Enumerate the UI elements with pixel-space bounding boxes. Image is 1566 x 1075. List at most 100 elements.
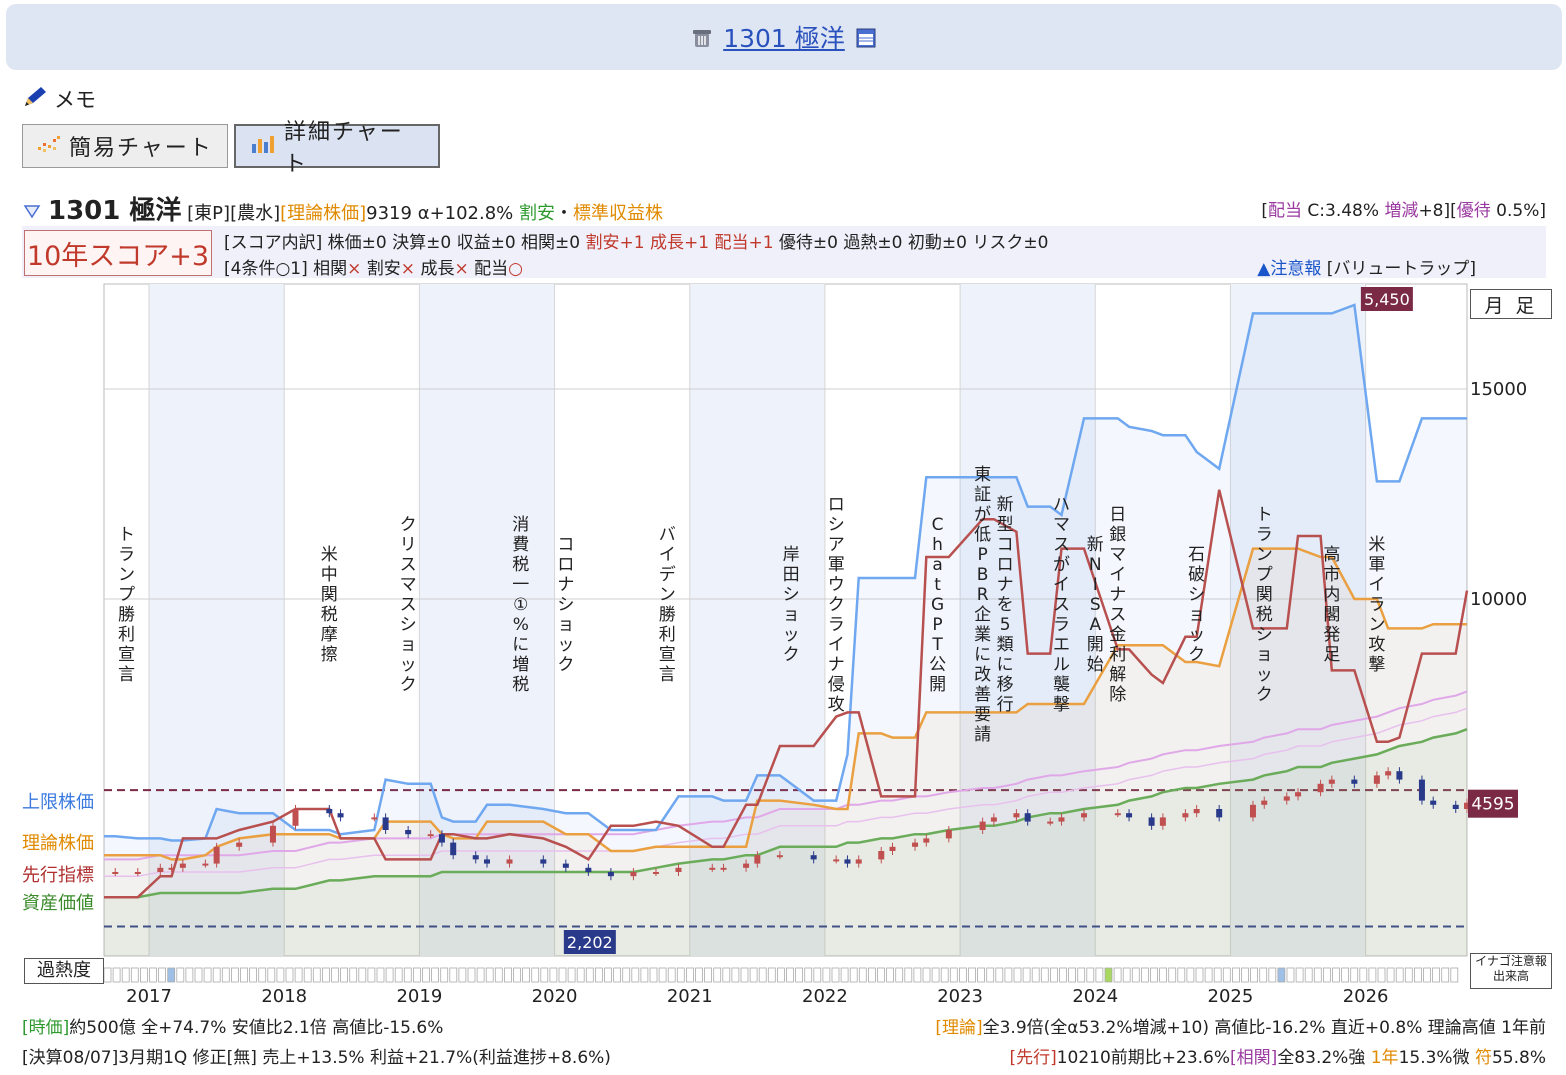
event-char: ス — [1109, 605, 1126, 625]
event-char: ナ — [557, 575, 574, 595]
series-lines — [104, 303, 1469, 899]
dividend-value: C:3.48% — [1302, 201, 1385, 221]
event-char: 田 — [783, 565, 800, 585]
overheat-cell — [431, 967, 440, 983]
event-char: 関 — [321, 585, 338, 605]
overheat-cell — [849, 967, 858, 983]
event-char: ョ — [783, 605, 800, 625]
candle — [213, 846, 220, 864]
overheat-cell — [312, 967, 321, 983]
sector-tag: [農水] — [230, 203, 281, 224]
overheat-cell — [1095, 967, 1104, 983]
detail-chart-button[interactable]: 詳細チャート — [234, 120, 440, 177]
memo-row[interactable]: メモ — [22, 84, 96, 114]
score-box: 10年スコア+3 — [24, 230, 212, 276]
candle — [720, 867, 727, 870]
overheat-cell — [567, 967, 576, 983]
event-char: ナ — [828, 655, 845, 675]
candle — [833, 859, 840, 862]
candle — [923, 838, 930, 843]
candle — [1261, 800, 1268, 805]
event-char: C — [932, 515, 944, 535]
event-char: ッ — [783, 625, 800, 645]
chevron-down-icon[interactable] — [22, 203, 42, 226]
overheat-cell — [886, 967, 894, 983]
event-char: ン — [118, 565, 135, 585]
candle — [1430, 800, 1437, 805]
overheat-cell — [1040, 967, 1049, 983]
candle — [1159, 817, 1166, 826]
event-char: ッ — [1188, 625, 1205, 645]
theory-label: [理論株価] — [280, 203, 367, 224]
candle — [675, 867, 682, 872]
overheat-cell — [103, 967, 112, 983]
event-char: 新 — [997, 495, 1014, 515]
legend-upper: 上限株価 — [22, 792, 94, 813]
candle — [855, 859, 862, 864]
event-char: ス — [1053, 535, 1070, 555]
overheat-cell — [667, 967, 676, 983]
event-char: リ — [400, 535, 417, 555]
event-char: ク — [557, 655, 574, 675]
event-char: R — [977, 585, 989, 605]
simple-chart-button[interactable]: 簡易チャート — [22, 124, 228, 168]
score-conditions: [4条件○1] 相関× 割安× 成長× 配当○ — [224, 254, 523, 279]
event-char: 攻 — [828, 695, 845, 715]
event-char: 新 — [1087, 535, 1104, 555]
candle — [1452, 804, 1459, 809]
period-label: 月 足 — [1484, 294, 1538, 317]
overheat-cell — [176, 967, 185, 983]
event-char: シ — [400, 615, 417, 635]
candle — [202, 863, 209, 866]
candle — [134, 872, 141, 874]
candle — [112, 872, 119, 874]
event-char: S — [1090, 595, 1101, 615]
candle — [292, 809, 299, 826]
candle — [371, 817, 378, 820]
overheat-cell — [840, 967, 849, 983]
overheat-cell — [185, 967, 194, 983]
warning-info[interactable]: ▲注意報 [バリュートラップ] — [1257, 254, 1476, 279]
candle — [585, 867, 592, 872]
inago-box[interactable]: イナゴ注意報 出来高 — [1470, 953, 1552, 989]
overheat-cell — [1050, 967, 1058, 983]
pencil-icon — [22, 85, 48, 114]
overheat-cell — [1323, 967, 1331, 983]
event-char: 撃 — [1368, 655, 1385, 675]
overheat-cell — [467, 967, 476, 983]
event-labels: トランプ勝利宣言米中関税摩擦クリスマスショック消費税一①%に増税コロナショックバ… — [118, 465, 1385, 745]
overheat-cell — [212, 967, 221, 983]
overheat-cell — [1313, 967, 1322, 983]
calendar-icon[interactable] — [855, 27, 877, 48]
cond-mid1: 割安 — [361, 259, 401, 279]
event-char: 利 — [118, 625, 135, 645]
candle — [810, 855, 817, 860]
candle — [1047, 821, 1054, 824]
earnings-info: [決算08/07]3月期1Q 修正[無] 売上+13.5% 利益+21.7%(利… — [22, 1048, 611, 1068]
candle — [630, 872, 637, 877]
overheat-cell — [358, 967, 367, 983]
event-char: 業 — [974, 625, 991, 645]
event-char: ン — [1256, 545, 1273, 565]
overheat-cell — [1122, 967, 1131, 983]
memo-label: メモ — [54, 88, 96, 112]
correlation-label: [相関] — [1230, 1048, 1278, 1068]
candle — [1396, 771, 1403, 780]
x-tick-label: 2025 — [1208, 986, 1254, 1007]
year-bands — [103, 283, 1468, 957]
overheat-cell — [340, 967, 349, 983]
x-tick-label: 2018 — [261, 986, 307, 1007]
event-char: ラ — [1256, 525, 1273, 545]
year-band — [689, 284, 825, 956]
overheat-cell — [1259, 967, 1268, 983]
period-box[interactable]: 月 足 — [1470, 289, 1552, 319]
event-char: 銀 — [1109, 525, 1126, 545]
cond-x3: × — [454, 259, 469, 279]
candle — [157, 867, 164, 872]
stock-title-link[interactable]: 1301 極洋 — [723, 24, 845, 53]
event-char: 宣 — [118, 645, 135, 665]
event-char: ク — [400, 675, 417, 695]
